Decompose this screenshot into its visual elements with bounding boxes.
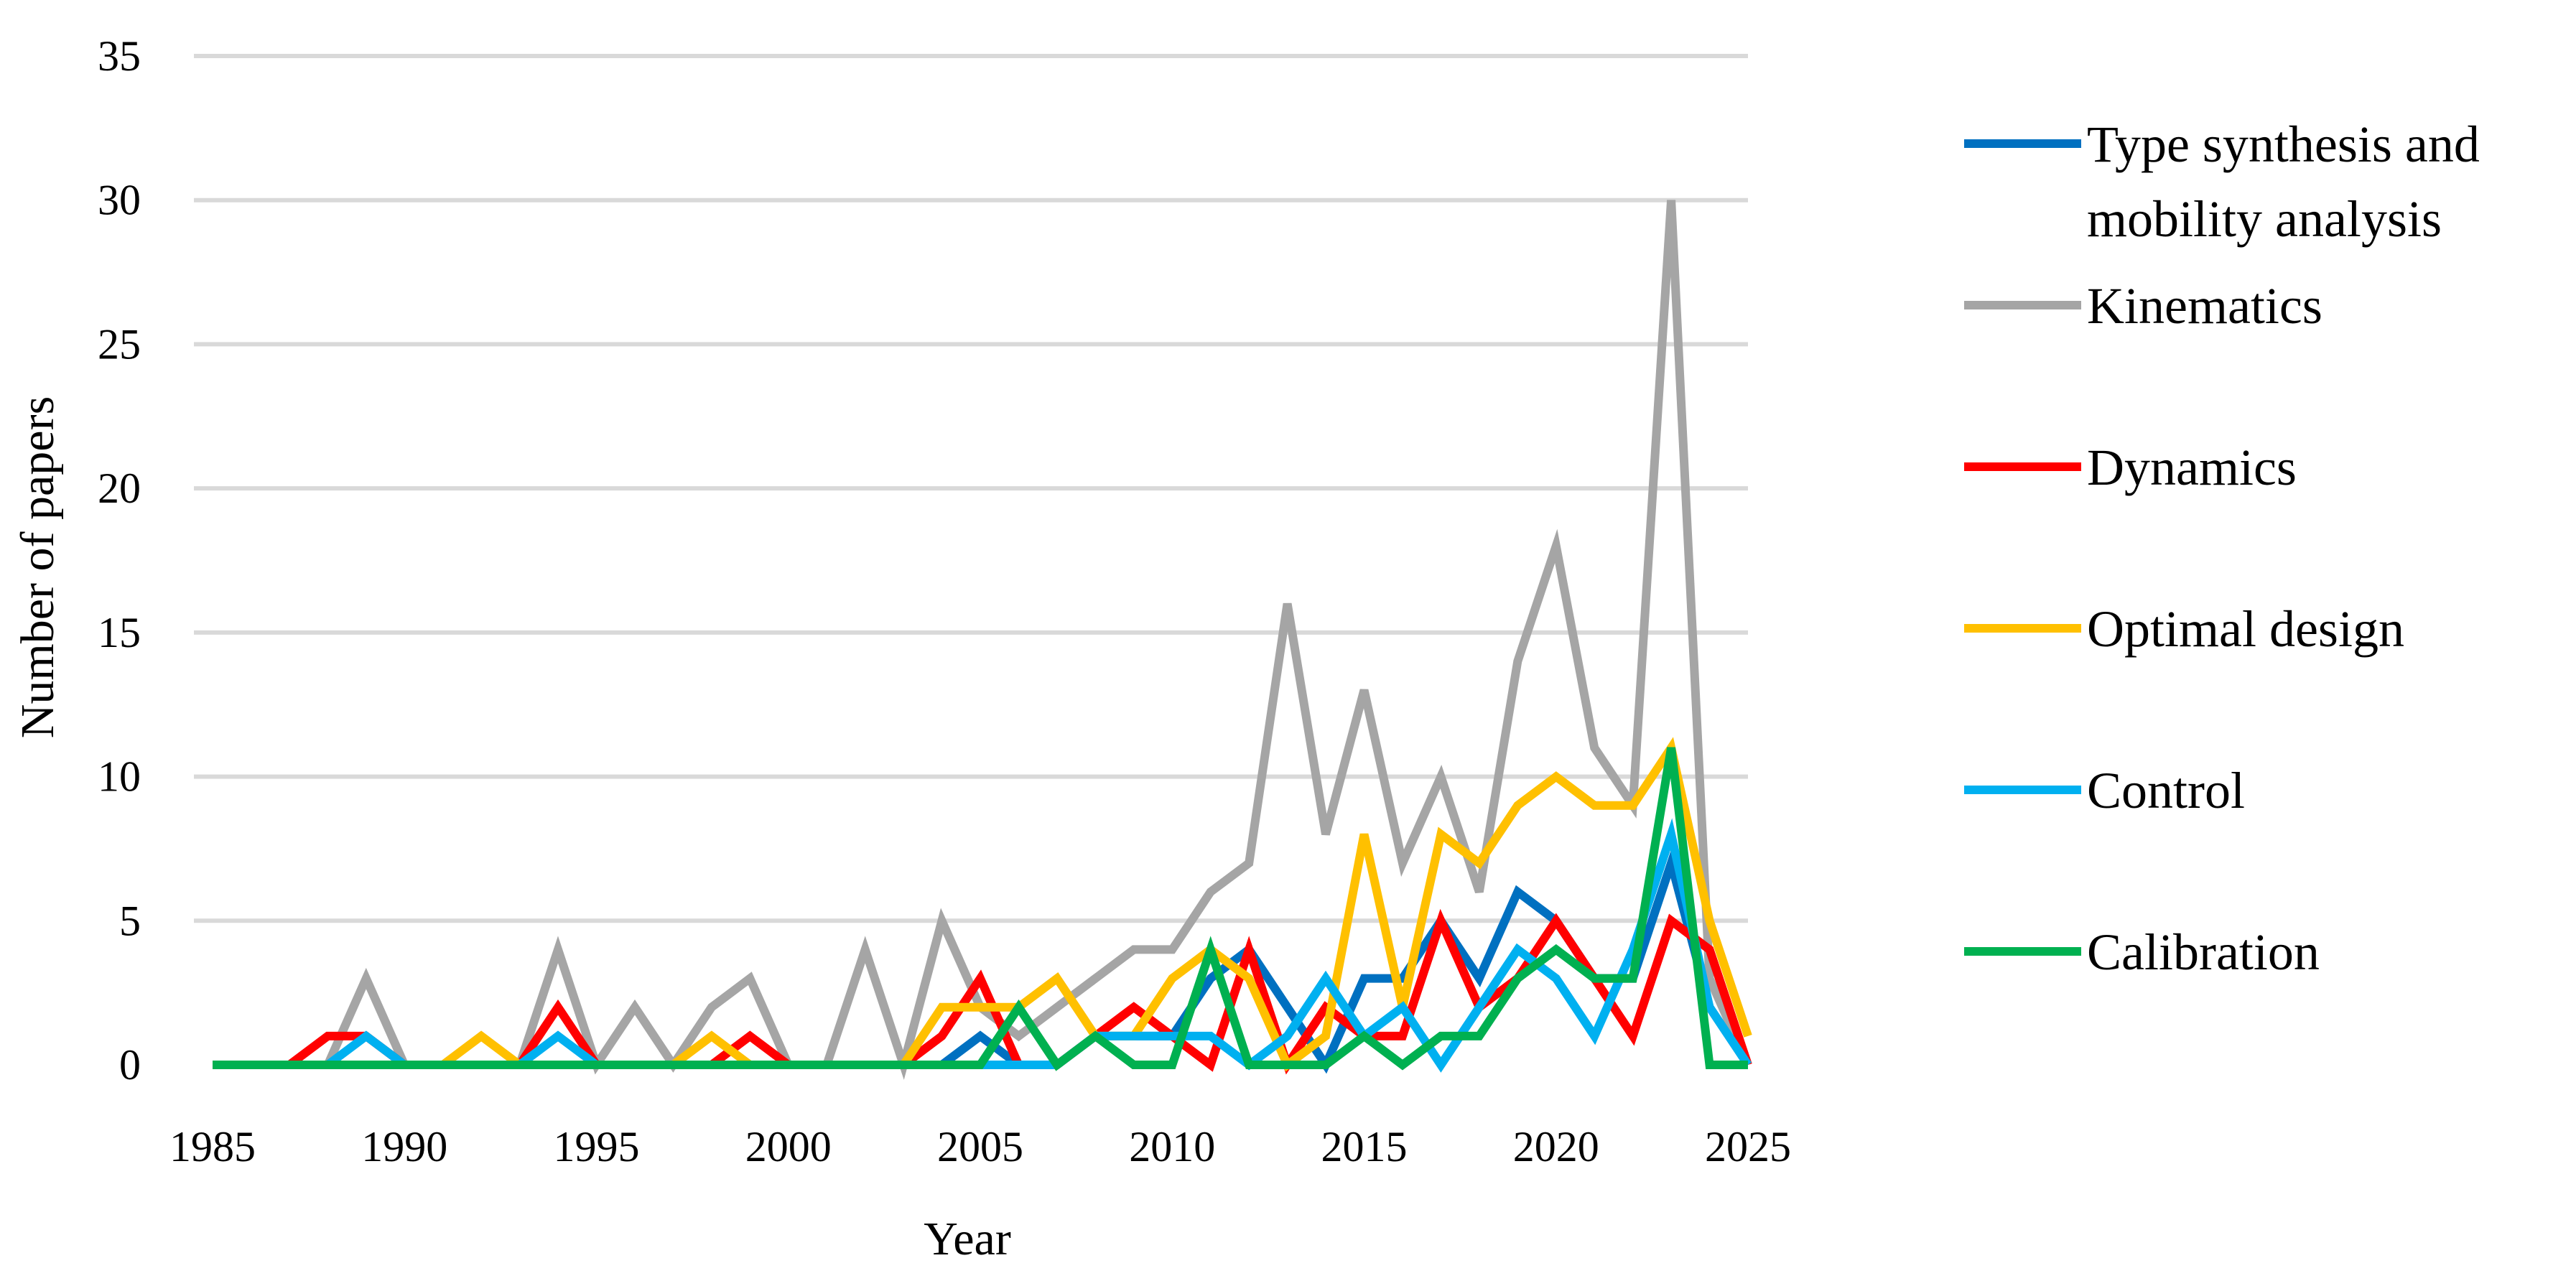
x-tick-label-2025: 2025 (1705, 1123, 1791, 1170)
legend-label-dynamics: Dynamics (2087, 439, 2297, 496)
y-tick-label-35: 35 (98, 32, 141, 80)
legend-item-calibration: Calibration (1964, 923, 2320, 981)
legend-label-kinematics: Kinematics (2087, 277, 2322, 335)
legend-item-kinematics: Kinematics (1964, 277, 2322, 335)
x-axis-ticks: 1985 1990 1995 2000 2005 2010 2015 2020 2025 (169, 1123, 1791, 1170)
legend-label-optimal-design: Optimal design (2087, 600, 2404, 658)
legend-item-optimal-design: Optimal design (1964, 600, 2404, 658)
legend-item-control: Control (1964, 762, 2245, 819)
y-axis-title: Number of papers (11, 396, 64, 739)
x-tick-label-1985: 1985 (169, 1123, 256, 1170)
x-tick-label-2005: 2005 (937, 1123, 1023, 1170)
x-tick-label-2010: 2010 (1129, 1123, 1215, 1170)
y-tick-label-30: 30 (98, 177, 141, 224)
x-tick-label-2015: 2015 (1321, 1123, 1408, 1170)
y-tick-label-25: 25 (98, 320, 141, 368)
series-line-type-synthesis-and-mobility-analysis (213, 848, 1752, 1074)
y-tick-label-0: 0 (119, 1041, 141, 1089)
x-axis-title: Year (924, 1213, 1011, 1265)
legend-item-type-synthesis-and-mobility-analysis: Type synthesis and mobility analysis (1964, 116, 2480, 248)
series-lines (213, 200, 1752, 1080)
series-line-calibration (213, 747, 1748, 1071)
x-tick-label-2020: 2020 (1513, 1123, 1599, 1170)
legend-label-control: Control (2087, 762, 2245, 819)
y-tick-label-15: 15 (98, 609, 141, 656)
legend-label-type-synthesis-and-mobility-analysis-line-2: mobility analysis (2087, 190, 2442, 248)
y-tick-label-20: 20 (98, 465, 141, 512)
series-line-optimal-design (213, 737, 1752, 1072)
y-axis-ticks: 0 5 10 15 20 25 30 35 (98, 32, 141, 1089)
series-line-dynamics (213, 908, 1752, 1075)
legend-label-type-synthesis-and-mobility-analysis-line-1: Type synthesis and (2087, 116, 2480, 173)
y-tick-label-5: 5 (119, 897, 141, 944)
y-tick-label-10: 10 (98, 753, 141, 801)
x-tick-label-1990: 1990 (361, 1123, 447, 1170)
x-tick-label-2000: 2000 (745, 1123, 832, 1170)
legend-item-dynamics: Dynamics (1964, 439, 2297, 496)
x-tick-label-1995: 1995 (554, 1123, 640, 1170)
series-line-control (213, 818, 1752, 1073)
legend: Type synthesis and mobility analysis Kinem… (1964, 116, 2480, 981)
legend-label-calibration: Calibration (2087, 923, 2320, 981)
gridlines (194, 54, 1748, 923)
